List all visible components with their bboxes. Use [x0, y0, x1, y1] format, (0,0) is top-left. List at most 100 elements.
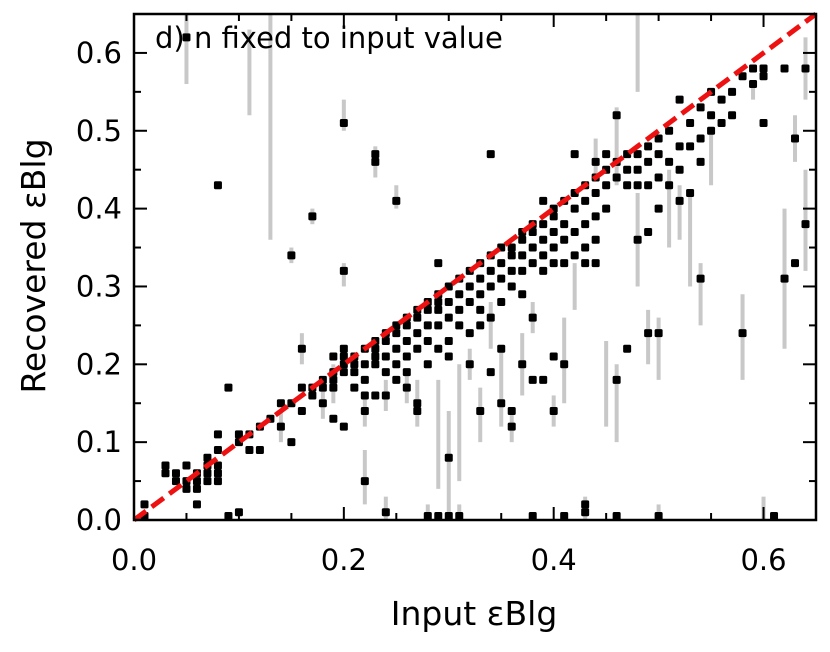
x-tick-label: 0.2 [321, 543, 367, 577]
data-point [476, 321, 485, 330]
data-point [434, 305, 443, 314]
data-point [255, 445, 264, 454]
data-point [696, 274, 705, 283]
data-point [497, 399, 506, 408]
data-point [213, 477, 222, 486]
data-point [602, 150, 611, 159]
data-point [371, 360, 380, 369]
points-layer [140, 33, 810, 520]
y-tick-label: 0.1 [76, 425, 122, 459]
data-point [402, 383, 411, 392]
ticks-layer: 0.0 0.2 0.4 0.6 0.0 0.1 0.2 0.3 0.4 0.5 0.6 [76, 13, 817, 577]
data-point [381, 368, 390, 377]
data-point [287, 438, 296, 447]
data-point [518, 360, 527, 369]
data-point [633, 235, 642, 244]
data-point [644, 181, 653, 190]
data-point [581, 500, 590, 509]
data-point [392, 375, 401, 384]
data-point [360, 391, 369, 400]
data-point [234, 430, 243, 439]
data-point [476, 274, 485, 283]
data-point [371, 150, 380, 159]
data-point [738, 329, 747, 338]
data-point [413, 329, 422, 338]
data-point [371, 352, 380, 361]
data-point [308, 212, 317, 221]
data-point [423, 321, 432, 330]
data-point [665, 126, 674, 135]
data-point [633, 181, 642, 190]
data-point [759, 72, 768, 81]
data-point [759, 118, 768, 127]
data-point [360, 375, 369, 384]
data-point [612, 375, 621, 384]
data-point [297, 344, 306, 353]
data-point [444, 336, 453, 345]
data-point [686, 118, 695, 127]
y-tick-label: 0.4 [76, 192, 122, 226]
data-point [507, 282, 516, 291]
data-point [665, 181, 674, 190]
data-point [675, 165, 684, 174]
data-point [612, 173, 621, 182]
y-tick-label: 0.5 [76, 114, 122, 148]
x-tick-label: 0.4 [531, 543, 577, 577]
data-point [423, 512, 432, 520]
data-point [465, 282, 474, 291]
data-point [329, 383, 338, 392]
data-point [434, 321, 443, 330]
data-point [371, 391, 380, 400]
data-point [528, 243, 537, 252]
data-point [686, 142, 695, 151]
plot-frame [132, 12, 818, 522]
data-point [675, 95, 684, 104]
data-point [654, 329, 663, 338]
data-point [780, 274, 789, 283]
data-point [434, 298, 443, 307]
data-point [549, 243, 558, 252]
data-point [591, 157, 600, 166]
data-point [434, 344, 443, 353]
data-point [350, 360, 359, 369]
data-point [570, 204, 579, 213]
data-point [518, 290, 527, 299]
data-point [171, 477, 180, 486]
data-point [423, 336, 432, 345]
data-point [444, 313, 453, 322]
data-point [686, 189, 695, 198]
data-point [728, 111, 737, 120]
data-point [423, 360, 432, 369]
data-point [696, 134, 705, 143]
data-point [654, 150, 663, 159]
data-point [560, 259, 569, 268]
data-point [581, 243, 590, 252]
data-point [749, 64, 758, 73]
data-point [245, 445, 254, 454]
data-point [623, 181, 632, 190]
x-tick-label: 0.6 [740, 543, 786, 577]
data-point [402, 321, 411, 330]
y-tick-label: 0.2 [76, 347, 122, 381]
data-point [413, 313, 422, 322]
data-point [171, 469, 180, 478]
data-point [339, 118, 348, 127]
y-tick-label: 0.6 [76, 36, 122, 70]
data-point [497, 274, 506, 283]
data-point [413, 399, 422, 408]
x-axis-label: Input εBlg [391, 594, 558, 633]
data-point [381, 352, 390, 361]
data-point [581, 220, 590, 229]
data-point [528, 313, 537, 322]
data-point [623, 344, 632, 353]
data-point [203, 477, 212, 486]
data-point [192, 500, 201, 509]
data-point [623, 165, 632, 174]
data-point [654, 134, 663, 143]
data-point [339, 368, 348, 377]
data-point [360, 360, 369, 369]
data-point [402, 336, 411, 345]
data-point [213, 469, 222, 478]
data-point [528, 227, 537, 236]
x-tick-label: 0.0 [111, 543, 157, 577]
